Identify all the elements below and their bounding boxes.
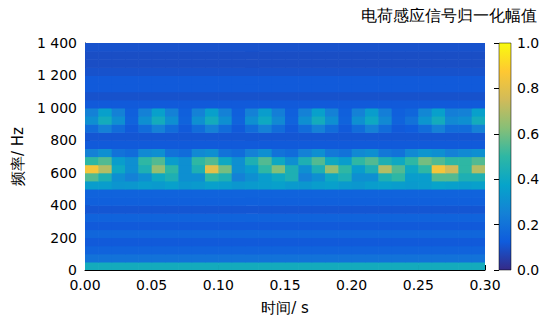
svg-text:0.00: 0.00 (69, 277, 100, 293)
svg-text:800: 800 (50, 132, 77, 148)
svg-text:0: 0 (68, 262, 77, 278)
svg-text:400: 400 (50, 197, 77, 213)
svg-text:200: 200 (50, 230, 77, 246)
svg-text:频率/ Hz: 频率/ Hz (9, 127, 27, 186)
svg-text:0.4: 0.4 (517, 171, 539, 187)
svg-text:0.6: 0.6 (517, 126, 539, 142)
svg-text:600: 600 (50, 165, 77, 181)
svg-text:1 400: 1 400 (37, 35, 77, 51)
svg-text:0.0: 0.0 (517, 262, 539, 278)
svg-text:1 200: 1 200 (37, 67, 77, 83)
svg-text:1.0: 1.0 (517, 35, 539, 51)
svg-text:时间/ s: 时间/ s (261, 299, 309, 317)
svg-text:0.30: 0.30 (469, 277, 500, 293)
svg-text:0.10: 0.10 (203, 277, 234, 293)
svg-text:0.2: 0.2 (517, 217, 539, 233)
svg-text:1 000: 1 000 (37, 100, 77, 116)
svg-text:0.20: 0.20 (336, 277, 367, 293)
svg-text:0.25: 0.25 (403, 277, 434, 293)
svg-text:电荷感应信号归一化幅值: 电荷感应信号归一化幅值 (361, 6, 537, 25)
svg-text:0.8: 0.8 (517, 80, 539, 96)
svg-text:0.05: 0.05 (136, 277, 167, 293)
svg-text:0.15: 0.15 (269, 277, 300, 293)
